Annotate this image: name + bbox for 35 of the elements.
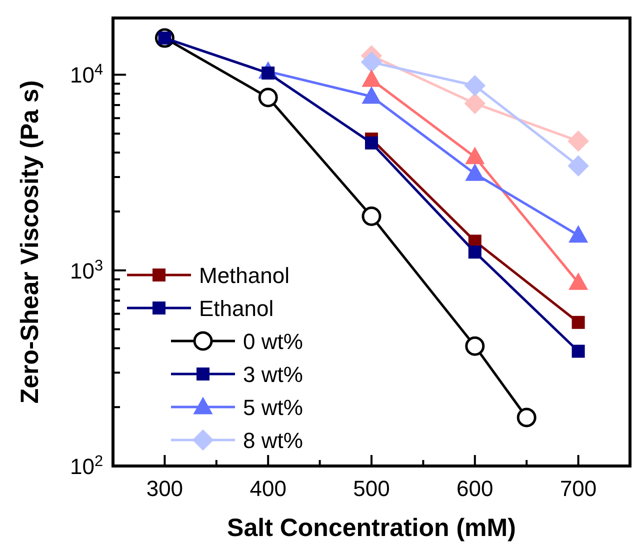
point (360, 52, 382, 73)
y-axis-title: Zero-Shear Viscosity (Pa s) (16, 80, 44, 404)
point (572, 344, 585, 358)
legend-label: 0 wt% (243, 329, 303, 354)
x-tick-label: 500 (353, 476, 390, 501)
legend-label: 3 wt% (243, 362, 303, 387)
x-tick-label: 300 (146, 476, 184, 501)
x-tick-label: 700 (560, 476, 597, 501)
point (516, 408, 536, 428)
x-axis-title: Salt Concentration (mM) (227, 514, 516, 542)
legend-label: 5 wt% (243, 395, 303, 420)
point (468, 246, 482, 259)
legend-label: Ethanol (199, 296, 274, 321)
y-tick-label: 10$^{3}$ (70, 256, 103, 284)
x-tick-label: 600 (456, 476, 494, 501)
point (568, 155, 589, 177)
point (568, 272, 588, 290)
y-tick-label: 10$^{2}$ (70, 452, 103, 479)
x-tick-label: 400 (250, 476, 286, 501)
point (568, 225, 588, 243)
y-tick-label: 10$^{4}$ (70, 61, 104, 88)
point (365, 136, 378, 150)
point (362, 69, 382, 87)
point (465, 336, 485, 356)
point (568, 130, 589, 152)
point (464, 92, 486, 114)
point (362, 86, 382, 104)
point (465, 164, 485, 181)
legend-label: 8 wt% (243, 428, 303, 453)
point (465, 146, 485, 164)
point (464, 74, 486, 96)
point (258, 88, 278, 108)
point (572, 316, 585, 329)
point (362, 206, 382, 226)
legend-label: Methanol (199, 263, 290, 288)
